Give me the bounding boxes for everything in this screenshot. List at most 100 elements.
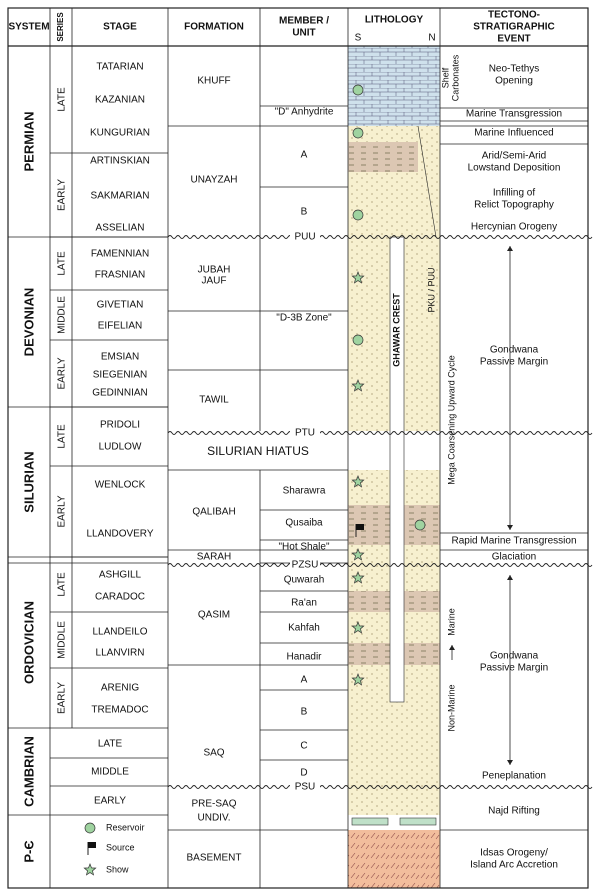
stage: TREMADOC	[91, 705, 148, 716]
show-symbol	[351, 571, 365, 584]
member: C	[300, 741, 307, 752]
member: A	[301, 675, 308, 686]
system: ORDOVICIAN	[21, 601, 36, 684]
side-label: N	[428, 33, 435, 44]
event: Infilling of	[493, 188, 535, 199]
reservoir-symbol	[352, 334, 364, 346]
column-header: UNIT	[292, 28, 315, 39]
source-symbol	[88, 842, 96, 848]
unconformity	[167, 431, 593, 435]
system: SILURIAN	[21, 451, 36, 512]
reservoir-symbol	[84, 822, 96, 834]
reservoir-symbol	[352, 84, 364, 96]
member: "D" Anhydrite	[275, 107, 334, 118]
legend-label: Reservoir	[106, 822, 145, 832]
stage: EARLY	[94, 796, 126, 807]
unconformity-label: PZSU	[292, 560, 319, 571]
column-header: SERIES	[56, 12, 65, 42]
legend-label: Source	[106, 842, 135, 852]
label-bg	[290, 428, 320, 438]
stage: EMSIAN	[101, 352, 139, 363]
system: CAMBRIAN	[21, 736, 36, 807]
side-label: Non-Marine	[446, 684, 456, 731]
unconformity	[167, 785, 593, 789]
legend-label: Show	[106, 864, 129, 874]
column-header: MEMBER /	[279, 16, 329, 27]
arrowhead	[507, 525, 513, 530]
stage: MIDDLE	[91, 767, 129, 778]
stage: LLANDEILO	[92, 627, 147, 638]
member: D	[300, 768, 307, 779]
member: Qusaiba	[285, 518, 323, 529]
shale-band	[404, 591, 440, 612]
event: Gondwana	[490, 345, 539, 356]
event: Rapid Marine Transgression	[451, 536, 576, 547]
shale-band	[348, 643, 390, 665]
stage: PRIDOLI	[100, 420, 140, 431]
show-symbol	[351, 621, 365, 634]
event: Glaciation	[492, 552, 536, 563]
column-header: SYSTEM	[8, 22, 49, 33]
stage: LUDLOW	[99, 442, 142, 453]
source-symbol	[356, 524, 364, 530]
event: Peneplanation	[482, 771, 546, 782]
frame	[7, 7, 589, 889]
reservoir-symbol	[352, 209, 364, 221]
member: Ra'an	[291, 598, 317, 609]
event: Arid/Semi-Arid	[482, 151, 546, 162]
stage: WENLOCK	[95, 480, 146, 491]
member: B	[301, 707, 308, 718]
member: Kahfah	[288, 623, 320, 634]
stage: LLANDOVERY	[86, 529, 153, 540]
show-symbol	[83, 863, 97, 876]
column-header: TECTONO-	[488, 10, 540, 21]
lithology-fill	[348, 830, 440, 888]
column-header: STRATIGRAPHIC	[473, 22, 554, 33]
stage: FRASNIAN	[95, 270, 146, 281]
arrowhead	[507, 760, 513, 765]
event: Lowstand Deposition	[468, 163, 561, 174]
side-label: Carbonates	[450, 54, 460, 101]
formation: SILURIAN HIATUS	[207, 444, 309, 458]
carbonate-layer	[351, 817, 389, 826]
stage: LLANVIRN	[96, 648, 145, 659]
show-symbol	[351, 673, 365, 686]
shale-band	[348, 505, 390, 545]
reservoir-symbol	[414, 519, 426, 531]
member: B	[301, 207, 308, 218]
column-header: FORMATION	[184, 22, 244, 33]
formation: UNDIV.	[198, 813, 231, 824]
formation: JAUF	[202, 276, 227, 287]
event: Najd Rifting	[488, 806, 540, 817]
event: Marine Influenced	[474, 128, 554, 139]
event: Marine Transgression	[466, 109, 562, 120]
rule	[417, 125, 437, 238]
member: Sharawra	[283, 486, 326, 497]
event: Passive Margin	[480, 357, 548, 368]
shale-band	[404, 643, 440, 665]
stage: SAKMARIAN	[91, 191, 150, 202]
carbonate-layer	[399, 817, 437, 826]
series: EARLY	[57, 357, 68, 389]
arrowhead	[449, 645, 455, 650]
event: Idsas Orogeny/	[480, 848, 548, 859]
column-header: LITHOLOGY	[365, 15, 424, 26]
stage: EIFELIAN	[98, 321, 142, 332]
event: Passive Margin	[480, 663, 548, 674]
shale-band	[348, 142, 418, 172]
series: LATE	[57, 251, 68, 276]
system: P-Є	[21, 840, 36, 862]
arrowhead	[507, 575, 513, 580]
formation: QALIBAH	[192, 507, 235, 518]
formation: SARAH	[197, 552, 231, 563]
stage: TATARIAN	[96, 62, 143, 73]
formation: SAQ	[203, 748, 224, 759]
stage: KAZANIAN	[95, 95, 145, 106]
event: Island Arc Accretion	[470, 860, 558, 871]
stage: FAMENNIAN	[91, 249, 149, 260]
side-label: S	[355, 33, 362, 44]
stage: ASSELIAN	[96, 223, 145, 234]
formation: TAWIL	[199, 395, 229, 406]
side-label: Shelf	[440, 67, 450, 88]
